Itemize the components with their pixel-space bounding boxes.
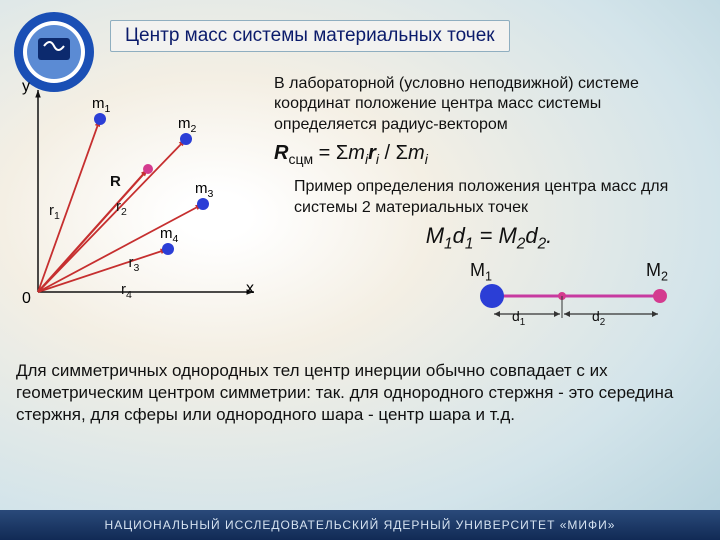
y-axis-label: y [22, 78, 30, 96]
mass-label-m3: m3 [195, 180, 213, 200]
two-mass-diagram: M1 M2 d1 d2 [466, 264, 696, 334]
x-axis-label: x [246, 280, 254, 298]
origin-label: 0 [22, 290, 31, 308]
d1-label: d1 [512, 308, 525, 328]
r-label-m1: r1 [49, 202, 60, 222]
mass-label-m2: m2 [178, 115, 196, 135]
footer-text: НАЦИОНАЛЬНЫЙ ИССЛЕДОВАТЕЛЬСКИЙ ЯДЕРНЫЙ У… [105, 518, 616, 532]
r-label-m3: r3 [129, 254, 140, 274]
M1-label: M1 [470, 260, 492, 284]
mass-label-m4: m4 [160, 225, 178, 245]
page-title: Центр масс системы материальных точек [110, 20, 510, 52]
formula-balance: M1d1 = M2d2. [274, 222, 704, 254]
M2-label: M2 [646, 260, 668, 284]
r-label-m2: r2 [116, 198, 127, 218]
coordinate-diagram: y x 0 m1r1m2r2m3r3m4r4R [16, 84, 266, 314]
footer-bar: НАЦИОНАЛЬНЫЙ ИССЛЕДОВАТЕЛЬСКИЙ ЯДЕРНЫЙ У… [0, 510, 720, 540]
mass-label-m1: m1 [92, 95, 110, 115]
intro-paragraph: В лабораторной (условно неподвижной) сис… [274, 74, 704, 135]
d2-label: d2 [592, 308, 605, 328]
R-label: R [110, 173, 121, 190]
r-label-m4: r4 [121, 281, 132, 301]
formula-rcm: Rсцм = Σmiri / Σmi [274, 141, 704, 169]
symmetry-paragraph: Для симметричных однородных тел центр ин… [16, 360, 704, 425]
example-paragraph: Пример определения положения центра масс… [274, 177, 704, 218]
